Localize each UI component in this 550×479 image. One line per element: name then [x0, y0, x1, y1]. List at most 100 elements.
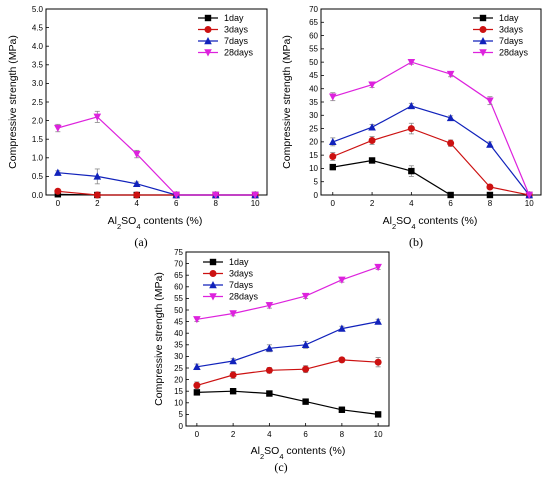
- data-point: [408, 167, 415, 175]
- y-tick-label: 35: [309, 98, 318, 107]
- y-tick-label: 5: [179, 410, 184, 419]
- y-tick-label: 30: [309, 111, 318, 120]
- data-point: [328, 93, 337, 101]
- x-axis-title: Al2SO4 contents (%): [383, 215, 478, 231]
- y-tick-label: 0.0: [32, 191, 44, 200]
- data-point: [211, 191, 220, 199]
- legend-marker: [209, 293, 217, 301]
- y-axis-title: Compressive strength (MPa): [153, 272, 165, 406]
- series-line: [332, 61, 530, 196]
- data-point: [302, 365, 310, 373]
- y-tick-label: 5.0: [32, 5, 44, 14]
- data-point: [374, 358, 382, 366]
- y-tick-label: 3.0: [32, 79, 44, 88]
- data-point: [486, 191, 494, 199]
- legend-marker: [479, 26, 487, 33]
- y-axis-title: Compressive strength (MPa): [281, 35, 293, 169]
- x-tick-label: 0: [331, 199, 336, 208]
- data-point: [368, 137, 376, 145]
- legend-label: 1day: [499, 13, 519, 23]
- series-28days: [193, 263, 382, 324]
- chart-panel: 0.0 0.5 1.0 1.5 2.0 2.5 3.0 3.5 4.0 4.5 5.0 0 2 4 6 8 10…: [7, 5, 268, 249]
- y-tick-label: 4.0: [32, 42, 44, 51]
- data-point: [374, 263, 382, 272]
- y-tick-label: 20: [309, 138, 318, 147]
- panel-caption: (b): [409, 235, 423, 249]
- y-tick-label: 55: [174, 294, 183, 303]
- y-tick-label: 70: [309, 5, 318, 14]
- data-point: [338, 324, 346, 332]
- y-tick-label: 55: [309, 45, 318, 54]
- data-point: [329, 152, 337, 160]
- y-tick-label: 65: [309, 18, 318, 27]
- data-point: [229, 310, 237, 318]
- data-point: [193, 381, 201, 389]
- legend-marker: [479, 49, 487, 57]
- data-point: [368, 81, 376, 89]
- y-tick-label: 15: [174, 387, 183, 396]
- data-point: [368, 157, 376, 164]
- data-point: [251, 191, 259, 199]
- x-tick-label: 4: [267, 430, 272, 439]
- chart-panel: 0 5 10 15 20 25 30 35 40 45 50 55 60 65 70 0 2 4 6 8 10 Al2SO…: [281, 5, 542, 249]
- x-tick-label: 8: [488, 199, 493, 208]
- y-tick-label: 35: [174, 341, 183, 350]
- x-tick-label: 6: [174, 199, 179, 208]
- series-3days: [193, 356, 382, 390]
- legend-label: 28days: [499, 48, 529, 58]
- data-point: [302, 398, 309, 405]
- data-point: [54, 124, 62, 133]
- series-line: [57, 172, 256, 196]
- legend-marker: [204, 49, 212, 57]
- y-tick-label: 20: [174, 375, 183, 384]
- data-point: [447, 139, 455, 147]
- x-tick-label: 6: [448, 199, 453, 208]
- series-1day: [329, 157, 533, 199]
- y-tick-label: 10: [174, 399, 183, 408]
- legend-marker: [209, 258, 217, 266]
- data-point: [301, 292, 310, 301]
- x-tick-label: 0: [56, 199, 61, 208]
- data-point: [407, 125, 415, 133]
- series-28days: [328, 58, 534, 199]
- data-point: [407, 58, 416, 67]
- y-tick-label: 2.5: [32, 98, 44, 107]
- y-tick-label: 1.0: [32, 154, 44, 163]
- series-line: [196, 359, 379, 386]
- data-point: [265, 302, 274, 310]
- y-tick-label: 45: [309, 71, 318, 80]
- y-tick-label: 1.5: [32, 135, 44, 144]
- series-line: [332, 127, 530, 196]
- data-point: [486, 97, 494, 105]
- data-point: [368, 123, 376, 131]
- x-tick-label: 8: [213, 199, 218, 208]
- y-tick-label: 60: [174, 283, 183, 292]
- series-7days: [193, 317, 382, 371]
- data-point: [374, 317, 382, 325]
- legend-label: 28days: [224, 48, 254, 58]
- data-point: [329, 163, 336, 171]
- x-tick-label: 2: [95, 199, 100, 208]
- data-point: [54, 168, 62, 176]
- y-tick-label: 0: [179, 422, 184, 431]
- data-point: [446, 70, 455, 79]
- data-point: [93, 191, 101, 199]
- x-axis-title: Al2SO4 contents (%): [108, 215, 203, 231]
- x-axis-title: Al2SO4 contents (%): [251, 445, 346, 461]
- data-point: [229, 357, 237, 365]
- data-point: [338, 356, 346, 364]
- y-tick-label: 50: [309, 58, 318, 67]
- data-point: [374, 411, 382, 418]
- data-point: [132, 150, 141, 159]
- series-line: [332, 159, 530, 196]
- x-tick-label: 4: [409, 199, 414, 208]
- data-point: [446, 113, 455, 122]
- series-line: [196, 321, 379, 368]
- y-tick-label: 25: [309, 124, 318, 133]
- y-tick-label: 75: [174, 248, 183, 257]
- data-point: [193, 389, 201, 396]
- data-point: [447, 191, 454, 199]
